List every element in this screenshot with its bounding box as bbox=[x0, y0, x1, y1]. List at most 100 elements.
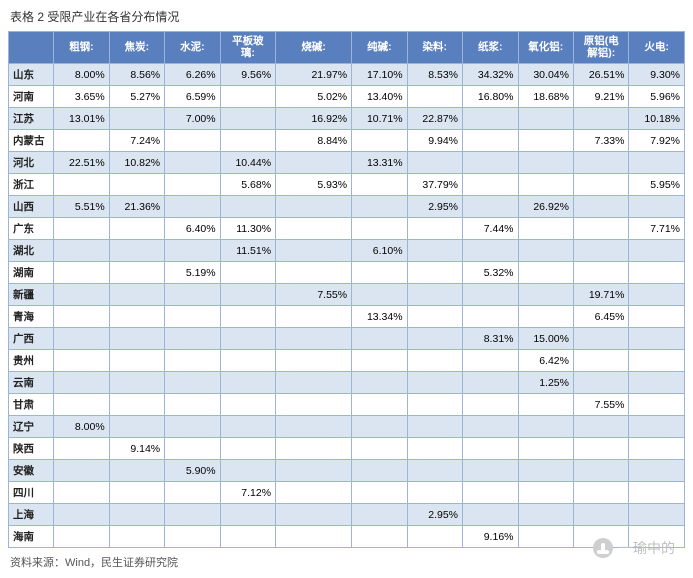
data-cell bbox=[165, 526, 220, 548]
data-cell: 26.92% bbox=[518, 196, 573, 218]
table-row: 江苏13.01%7.00%16.92%10.71%22.87%10.18% bbox=[9, 108, 685, 130]
data-cell bbox=[463, 482, 518, 504]
data-cell bbox=[54, 372, 109, 394]
data-cell: 8.00% bbox=[54, 64, 109, 86]
province-cell: 广西 bbox=[9, 328, 54, 350]
data-cell bbox=[165, 306, 220, 328]
data-cell: 5.93% bbox=[276, 174, 352, 196]
data-cell: 8.53% bbox=[407, 64, 462, 86]
data-cell: 16.80% bbox=[463, 86, 518, 108]
data-cell bbox=[54, 284, 109, 306]
table-row: 山东8.00%8.56%6.26%9.56%21.97%17.10%8.53%3… bbox=[9, 64, 685, 86]
header-c4: 平板玻璃: bbox=[220, 32, 275, 64]
header-c9: 氧化铝: bbox=[518, 32, 573, 64]
data-cell bbox=[165, 394, 220, 416]
data-cell bbox=[629, 460, 685, 482]
data-cell bbox=[573, 460, 628, 482]
data-cell: 13.40% bbox=[352, 86, 407, 108]
data-cell bbox=[276, 196, 352, 218]
header-c11: 火电: bbox=[629, 32, 685, 64]
data-cell: 5.90% bbox=[165, 460, 220, 482]
data-cell bbox=[54, 526, 109, 548]
data-cell bbox=[573, 416, 628, 438]
data-cell bbox=[54, 130, 109, 152]
table-row: 海南9.16% bbox=[9, 526, 685, 548]
data-cell bbox=[407, 240, 462, 262]
province-cell: 辽宁 bbox=[9, 416, 54, 438]
data-cell bbox=[276, 262, 352, 284]
data-cell bbox=[220, 372, 275, 394]
data-cell bbox=[352, 284, 407, 306]
header-c1: 粗钢: bbox=[54, 32, 109, 64]
province-cell: 浙江 bbox=[9, 174, 54, 196]
data-cell bbox=[352, 328, 407, 350]
data-cell bbox=[109, 460, 164, 482]
data-cell bbox=[573, 240, 628, 262]
data-cell: 7.24% bbox=[109, 130, 164, 152]
data-cell: 6.42% bbox=[518, 350, 573, 372]
data-cell bbox=[407, 306, 462, 328]
table-body: 山东8.00%8.56%6.26%9.56%21.97%17.10%8.53%3… bbox=[9, 64, 685, 548]
table-row: 浙江5.68%5.93%37.79%5.95% bbox=[9, 174, 685, 196]
data-cell: 13.34% bbox=[352, 306, 407, 328]
province-cell: 安徽 bbox=[9, 460, 54, 482]
data-cell bbox=[463, 284, 518, 306]
table-header-row: 粗钢:焦炭:水泥:平板玻璃:烧碱:纯碱:染料:纸浆:氧化铝:原铝(电解铝):火电… bbox=[9, 32, 685, 64]
data-cell bbox=[518, 152, 573, 174]
data-cell bbox=[463, 460, 518, 482]
data-cell: 10.71% bbox=[352, 108, 407, 130]
data-cell bbox=[518, 504, 573, 526]
data-cell bbox=[518, 262, 573, 284]
data-cell: 37.79% bbox=[407, 174, 462, 196]
data-cell bbox=[629, 240, 685, 262]
province-cell: 青海 bbox=[9, 306, 54, 328]
data-cell bbox=[276, 306, 352, 328]
data-cell bbox=[109, 482, 164, 504]
data-cell bbox=[573, 196, 628, 218]
data-cell bbox=[220, 350, 275, 372]
data-cell bbox=[276, 526, 352, 548]
data-cell: 30.04% bbox=[518, 64, 573, 86]
data-cell bbox=[352, 416, 407, 438]
data-cell: 5.32% bbox=[463, 262, 518, 284]
data-cell bbox=[276, 438, 352, 460]
data-cell bbox=[463, 152, 518, 174]
data-cell bbox=[518, 394, 573, 416]
data-cell bbox=[629, 372, 685, 394]
data-cell bbox=[109, 416, 164, 438]
table-row: 河北22.51%10.82%10.44%13.31% bbox=[9, 152, 685, 174]
data-cell bbox=[518, 284, 573, 306]
data-cell: 15.00% bbox=[518, 328, 573, 350]
data-cell bbox=[276, 416, 352, 438]
data-cell bbox=[629, 504, 685, 526]
data-cell bbox=[165, 372, 220, 394]
data-cell bbox=[109, 372, 164, 394]
data-cell bbox=[518, 108, 573, 130]
data-cell bbox=[220, 460, 275, 482]
data-cell bbox=[54, 482, 109, 504]
data-cell bbox=[109, 218, 164, 240]
data-cell bbox=[352, 526, 407, 548]
data-cell bbox=[407, 284, 462, 306]
data-cell bbox=[573, 108, 628, 130]
data-cell bbox=[276, 328, 352, 350]
data-cell bbox=[220, 504, 275, 526]
data-cell bbox=[165, 284, 220, 306]
data-cell bbox=[54, 350, 109, 372]
data-cell: 2.95% bbox=[407, 196, 462, 218]
data-cell bbox=[463, 306, 518, 328]
data-cell bbox=[352, 438, 407, 460]
data-cell bbox=[573, 526, 628, 548]
data-cell bbox=[407, 460, 462, 482]
data-cell bbox=[220, 438, 275, 460]
data-cell bbox=[629, 284, 685, 306]
data-cell: 13.31% bbox=[352, 152, 407, 174]
data-cell: 34.32% bbox=[463, 64, 518, 86]
data-cell bbox=[109, 504, 164, 526]
data-cell bbox=[109, 240, 164, 262]
data-cell bbox=[518, 416, 573, 438]
header-c7: 染料: bbox=[407, 32, 462, 64]
data-cell bbox=[220, 108, 275, 130]
data-cell: 10.18% bbox=[629, 108, 685, 130]
province-cell: 山东 bbox=[9, 64, 54, 86]
